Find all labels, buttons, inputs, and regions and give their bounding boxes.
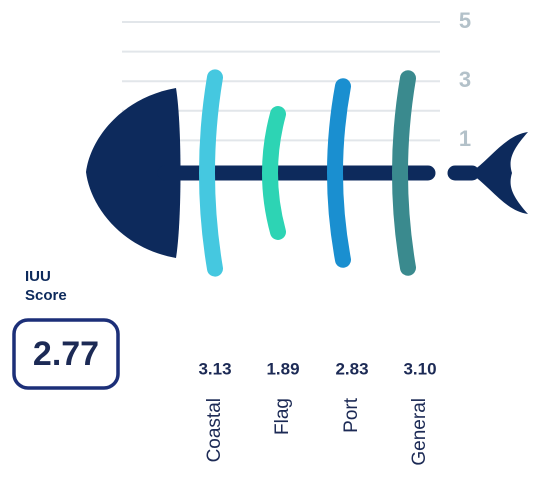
category-label: Port [341,397,362,433]
fish-tail [470,132,528,214]
bone [392,70,416,276]
y-tick-label: 1 [459,126,471,151]
bone [327,78,351,268]
value-label: 1.89 [266,359,299,378]
value-label: 2.83 [335,359,368,378]
score-box [12,318,120,390]
y-tick-label: 5 [459,8,471,33]
category-label: Coastal [204,398,225,462]
score-label-2: Score [25,287,67,304]
fish-head [86,88,181,258]
category-label: General [409,398,430,466]
score-value: 2.77 [33,335,99,373]
value-label: 3.13 [198,359,231,378]
bone [199,69,223,277]
value-label: 3.10 [403,359,436,378]
score-label-1: IUU [25,268,51,285]
bone [262,106,286,240]
category-label: Flag [272,398,293,435]
y-tick-label: 3 [459,67,471,92]
